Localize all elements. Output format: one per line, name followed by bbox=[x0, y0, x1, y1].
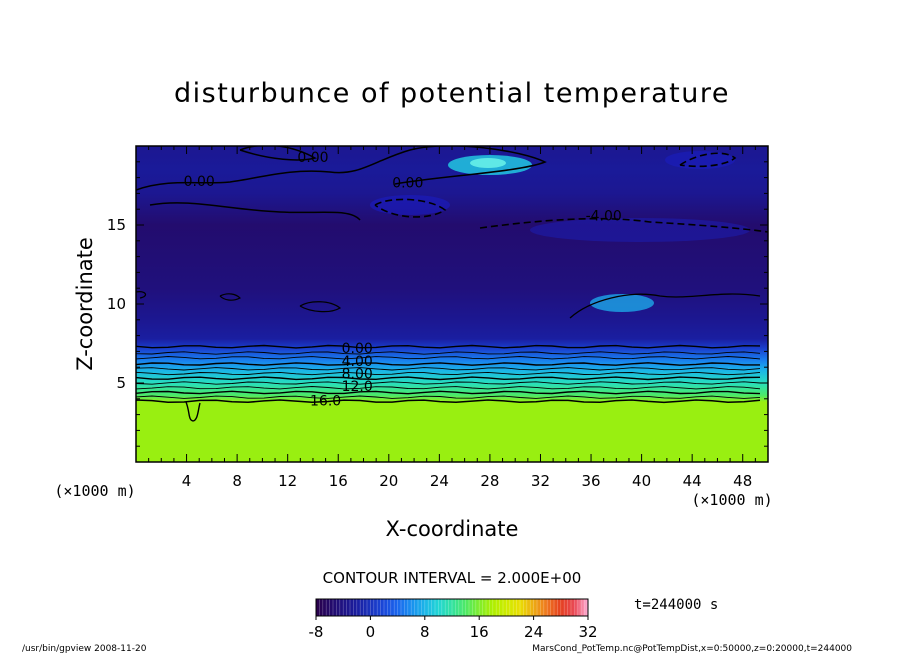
contour-bottom-blip bbox=[185, 401, 201, 422]
contour-mid-4 bbox=[219, 293, 242, 301]
contour-interval-label: CONTOUR INTERVAL = 2.000E+00 bbox=[323, 569, 582, 587]
contour-dashed-3 bbox=[679, 152, 737, 168]
y-tick-label: 10 bbox=[107, 295, 126, 313]
y-axis-ticks: 5 10 15 bbox=[107, 145, 768, 463]
contour-line bbox=[136, 344, 761, 349]
field-features bbox=[136, 146, 768, 422]
contour-dashed-2 bbox=[479, 217, 768, 233]
contour-line bbox=[136, 376, 761, 381]
x-axis-ticks: 4 8 12 16 20 24 28 32 36 40 44 48 bbox=[135, 146, 769, 490]
x-tick-label: 36 bbox=[581, 472, 600, 490]
contour-label: 0.00 bbox=[392, 175, 423, 191]
horizontal-contours bbox=[136, 344, 761, 404]
footer-left: /usr/bin/gpview 2008-11-20 bbox=[22, 644, 147, 654]
x-tick-label: 48 bbox=[733, 472, 752, 490]
x-axis-label: X-coordinate bbox=[386, 517, 519, 541]
colorbar-tick-label: -8 bbox=[309, 623, 324, 641]
x-tick-label: 8 bbox=[232, 472, 242, 490]
x-tick-label: 44 bbox=[683, 472, 702, 490]
contour-line bbox=[136, 371, 761, 376]
contour-label: 0.00 bbox=[342, 341, 373, 357]
contour-line bbox=[136, 367, 761, 371]
contour-upper-3 bbox=[149, 202, 361, 221]
contour-label: 0.00 bbox=[184, 174, 215, 190]
contour-line bbox=[136, 356, 761, 360]
colorbar-tick-label: 8 bbox=[420, 623, 430, 641]
colorbar-tick-label: 32 bbox=[578, 623, 597, 641]
time-label: t=244000 s bbox=[634, 597, 718, 613]
warm-blob-right bbox=[590, 294, 654, 312]
y-tick-label: 15 bbox=[107, 216, 126, 234]
contour-mid-1 bbox=[569, 293, 761, 319]
contour-line bbox=[136, 386, 761, 390]
contour-line bbox=[136, 362, 760, 366]
contour-upper-2 bbox=[239, 146, 317, 161]
x-tick-label: 12 bbox=[278, 472, 297, 490]
contour-line bbox=[136, 395, 761, 399]
contour-line bbox=[136, 399, 761, 404]
cold-patch-1 bbox=[370, 195, 450, 215]
chart-title: disturbunce of potential temperature bbox=[174, 78, 730, 109]
x-tick-label: 16 bbox=[329, 472, 348, 490]
contour-mid-2 bbox=[299, 301, 342, 313]
x-tick-label: 40 bbox=[632, 472, 651, 490]
x-tick-label: 20 bbox=[379, 472, 398, 490]
colorbar-tick-label: 24 bbox=[524, 623, 543, 641]
colorbar-tick-label: 16 bbox=[470, 623, 489, 641]
contour-label: 16.0 bbox=[310, 393, 341, 409]
contour-label: -4.00 bbox=[586, 209, 622, 225]
contour-label: 0.00 bbox=[297, 150, 328, 166]
y-tick-label: 5 bbox=[116, 374, 126, 392]
colorbar-stripes bbox=[319, 599, 585, 616]
contour-mid-3 bbox=[136, 291, 147, 299]
contour-upper-1 bbox=[136, 146, 547, 191]
x-tick-label: 4 bbox=[182, 472, 192, 490]
y-unit-label: (×1000 m) bbox=[54, 482, 135, 500]
cold-patch-3 bbox=[530, 218, 750, 242]
heatmap-field bbox=[136, 146, 768, 462]
x-tick-label: 28 bbox=[480, 472, 499, 490]
colorbar-ticks: -8 0 8 16 24 32 bbox=[309, 616, 598, 641]
contour-line bbox=[136, 381, 761, 385]
colorbar: -8 0 8 16 24 32 bbox=[309, 598, 598, 641]
contour-label: 8.00 bbox=[342, 367, 373, 383]
footer-right: MarsCond_PotTemp.nc@PotTempDist,x=0:5000… bbox=[532, 644, 852, 654]
warm-blob-top-core bbox=[470, 158, 506, 168]
colorbar-fill bbox=[316, 599, 588, 616]
contour-line bbox=[136, 351, 761, 355]
contour-dashed-1 bbox=[374, 198, 447, 218]
x-tick-label: 24 bbox=[430, 472, 449, 490]
colorbar-frame bbox=[315, 598, 589, 617]
contour-line bbox=[136, 390, 761, 395]
x-unit-label: (×1000 m) bbox=[691, 491, 772, 509]
y-axis-label: Z-coordinate bbox=[73, 237, 97, 371]
contour-label: 4.00 bbox=[342, 354, 373, 370]
x-tick-label: 32 bbox=[531, 472, 550, 490]
colorbar-tick-label: 0 bbox=[366, 623, 376, 641]
contour-label: 12.0 bbox=[342, 379, 373, 395]
